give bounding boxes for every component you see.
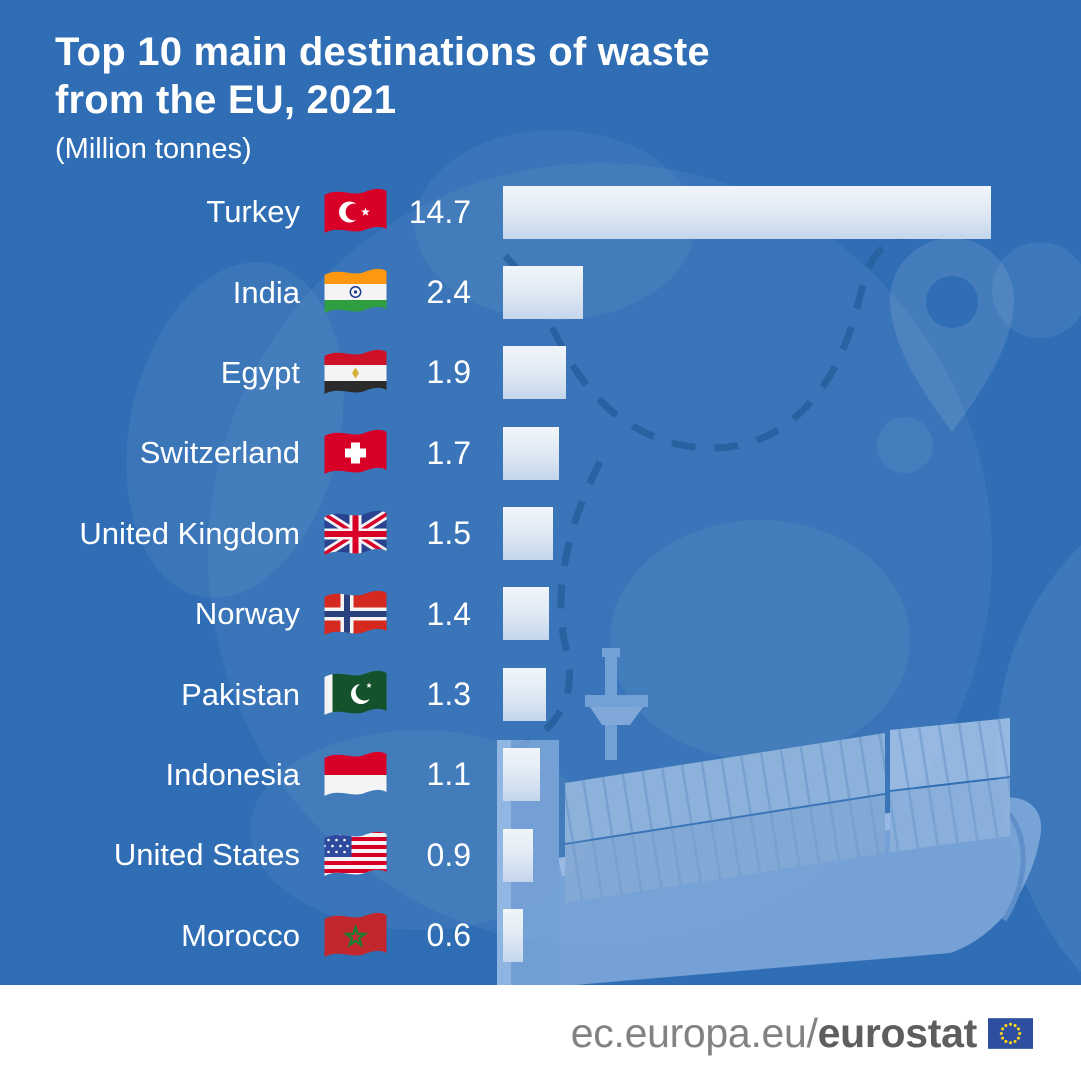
- india-flag-icon: [319, 266, 392, 318]
- chart-row-india: India 2.4: [0, 252, 1081, 332]
- country-label: Morocco: [181, 917, 300, 953]
- morocco-flag-icon: [319, 910, 392, 962]
- chart-row-indonesia: Indonesia 1.1: [0, 735, 1081, 815]
- chart-row-pakistan: Pakistan 1.3: [0, 654, 1081, 734]
- bar-chart: Turkey 14.7 India 2.4: [0, 172, 1081, 976]
- value-label: 0.6: [426, 917, 471, 954]
- value-label: 1.9: [426, 354, 471, 391]
- value-label: 1.3: [426, 676, 471, 713]
- country-label: Indonesia: [165, 756, 300, 792]
- bar-indonesia: [503, 748, 540, 802]
- bar-norway: [503, 587, 549, 641]
- value-label: 1.4: [426, 595, 471, 632]
- turkey-flag-icon: [319, 186, 392, 238]
- bar-india: [503, 265, 583, 319]
- chart-row-morocco: Morocco 0.6: [0, 896, 1081, 976]
- url-prefix: ec.europa.eu/: [570, 1009, 818, 1056]
- chart-row-norway: Norway 1.4: [0, 574, 1081, 654]
- country-label: Norway: [194, 596, 300, 632]
- united-kingdom-flag-icon: [319, 508, 392, 560]
- eurostat-url: ec.europa.eu/eurostat: [570, 1009, 978, 1057]
- united-states-flag-icon: [319, 829, 392, 881]
- value-label: 2.4: [426, 274, 471, 311]
- indonesia-flag-icon: [319, 749, 392, 801]
- eu-flag-icon: [988, 1017, 1033, 1049]
- page-title-line2: from the EU, 2021: [55, 78, 397, 122]
- country-label: United States: [113, 837, 300, 873]
- country-label: United Kingdom: [79, 515, 300, 551]
- value-label: 14.7: [408, 193, 471, 230]
- value-label: 1.7: [426, 434, 471, 471]
- chart-row-turkey: Turkey 14.7: [0, 172, 1081, 252]
- country-label: Turkey: [206, 194, 300, 230]
- chart-row-united-states: United States 0.9: [0, 815, 1081, 895]
- chart-row-egypt: Egypt 1.9: [0, 333, 1081, 413]
- bar-switzerland: [503, 426, 559, 480]
- chart-title-block: Top 10 main destinations of waste from t…: [55, 28, 710, 166]
- value-label: 1.1: [426, 756, 471, 793]
- bar-egypt: [503, 346, 566, 400]
- value-label: 1.5: [426, 515, 471, 552]
- bar-united-states: [503, 828, 533, 882]
- url-eurostat: eurostat: [817, 1009, 978, 1056]
- bar-united-kingdom: [503, 507, 553, 561]
- unit-label: (Million tonnes): [55, 133, 252, 165]
- value-label: 0.9: [426, 836, 471, 873]
- chart-row-united-kingdom: United Kingdom 1.5: [0, 494, 1081, 574]
- bar-morocco: [503, 909, 523, 963]
- bar-turkey: [503, 185, 991, 239]
- norway-flag-icon: [319, 588, 392, 640]
- country-label: Egypt: [220, 354, 300, 390]
- pakistan-flag-icon: [319, 668, 392, 720]
- chart-row-switzerland: Switzerland 1.7: [0, 413, 1081, 493]
- country-label: Pakistan: [181, 676, 300, 712]
- switzerland-flag-icon: [319, 427, 392, 479]
- country-label: Switzerland: [139, 435, 300, 471]
- footer: ec.europa.eu/eurostat: [0, 985, 1081, 1081]
- bar-pakistan: [503, 667, 546, 721]
- egypt-flag-icon: [319, 347, 392, 399]
- country-label: India: [232, 274, 300, 310]
- page-title-line1: Top 10 main destinations of waste: [55, 30, 710, 74]
